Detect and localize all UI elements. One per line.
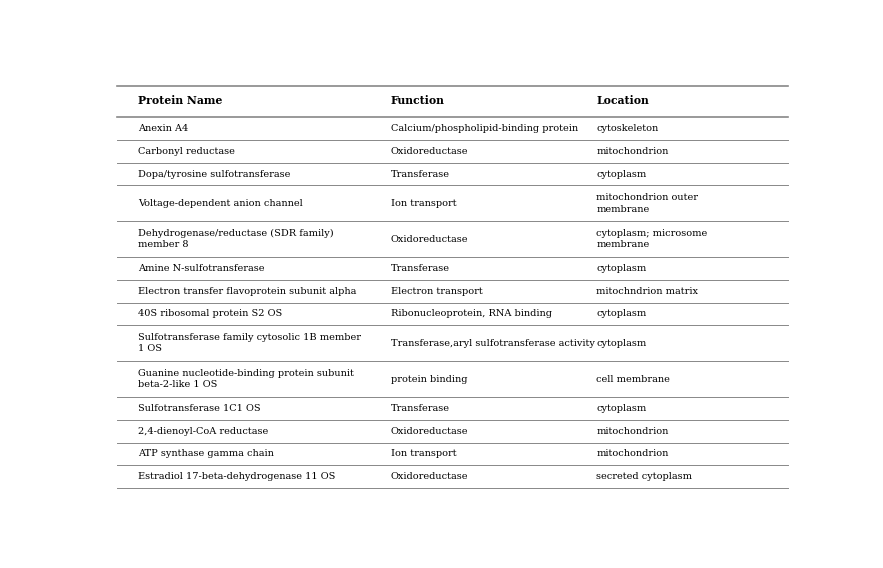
Text: Oxidoreductase: Oxidoreductase	[391, 147, 469, 156]
Text: secreted cytoplasm: secreted cytoplasm	[596, 472, 692, 481]
Text: Ion transport: Ion transport	[391, 199, 457, 208]
Text: Transferase: Transferase	[391, 264, 450, 273]
Text: Oxidoreductase: Oxidoreductase	[391, 472, 469, 481]
Text: mitochndrion matrix: mitochndrion matrix	[596, 287, 698, 296]
Text: Transferase,aryl sulfotransferase activity: Transferase,aryl sulfotransferase activi…	[391, 339, 595, 348]
Text: cytoplasm: cytoplasm	[596, 169, 646, 178]
Text: ATP synthase gamma chain: ATP synthase gamma chain	[138, 449, 274, 458]
Text: Voltage-dependent anion channel: Voltage-dependent anion channel	[138, 199, 303, 208]
Text: protein binding: protein binding	[391, 375, 467, 383]
Text: Oxidoreductase: Oxidoreductase	[391, 427, 469, 436]
Text: 40S ribosomal protein S2 OS: 40S ribosomal protein S2 OS	[138, 310, 282, 319]
Text: mitochondrion: mitochondrion	[596, 449, 668, 458]
Text: Dopa/tyrosine sulfotransferase: Dopa/tyrosine sulfotransferase	[138, 169, 291, 178]
Text: cytoplasm: cytoplasm	[596, 264, 646, 273]
Text: Carbonyl reductase: Carbonyl reductase	[138, 147, 235, 156]
Text: mitochondrion: mitochondrion	[596, 427, 668, 436]
Text: Estradiol 17-beta-dehydrogenase 11 OS: Estradiol 17-beta-dehydrogenase 11 OS	[138, 472, 336, 481]
Text: cell membrane: cell membrane	[596, 375, 670, 383]
Text: cytoplasm; microsome
membrane: cytoplasm; microsome membrane	[596, 229, 707, 249]
Text: Amine N-sulfotransferase: Amine N-sulfotransferase	[138, 264, 264, 273]
Text: Anexin A4: Anexin A4	[138, 124, 188, 133]
Text: Calcium/phospholipid-binding protein: Calcium/phospholipid-binding protein	[391, 124, 578, 133]
Text: Dehydrogenase/reductase (SDR family)
member 8: Dehydrogenase/reductase (SDR family) mem…	[138, 229, 334, 249]
Text: Transferase: Transferase	[391, 404, 450, 413]
Text: cytoplasm: cytoplasm	[596, 404, 646, 413]
Text: Sulfotransferase family cytosolic 1B member
1 OS: Sulfotransferase family cytosolic 1B mem…	[138, 333, 361, 353]
Text: Guanine nucleotide-binding protein subunit
beta-2-like 1 OS: Guanine nucleotide-binding protein subun…	[138, 369, 353, 389]
Text: Protein Name: Protein Name	[138, 95, 223, 106]
Text: Location: Location	[596, 95, 649, 106]
Text: cytoplasm: cytoplasm	[596, 339, 646, 348]
Text: cytoplasm: cytoplasm	[596, 310, 646, 319]
Text: mitochondrion outer
membrane: mitochondrion outer membrane	[596, 193, 698, 214]
Text: Function: Function	[391, 95, 445, 106]
Text: Electron transfer flavoprotein subunit alpha: Electron transfer flavoprotein subunit a…	[138, 287, 356, 296]
Text: cytoskeleton: cytoskeleton	[596, 124, 659, 133]
Text: Sulfotransferase 1C1 OS: Sulfotransferase 1C1 OS	[138, 404, 260, 413]
Text: mitochondrion: mitochondrion	[596, 147, 668, 156]
Text: Electron transport: Electron transport	[391, 287, 483, 296]
Text: Ion transport: Ion transport	[391, 449, 457, 458]
Text: Oxidoreductase: Oxidoreductase	[391, 235, 469, 244]
Text: Transferase: Transferase	[391, 169, 450, 178]
Text: Ribonucleoprotein, RNA binding: Ribonucleoprotein, RNA binding	[391, 310, 552, 319]
Text: 2,4-dienoyl-CoA reductase: 2,4-dienoyl-CoA reductase	[138, 427, 268, 436]
